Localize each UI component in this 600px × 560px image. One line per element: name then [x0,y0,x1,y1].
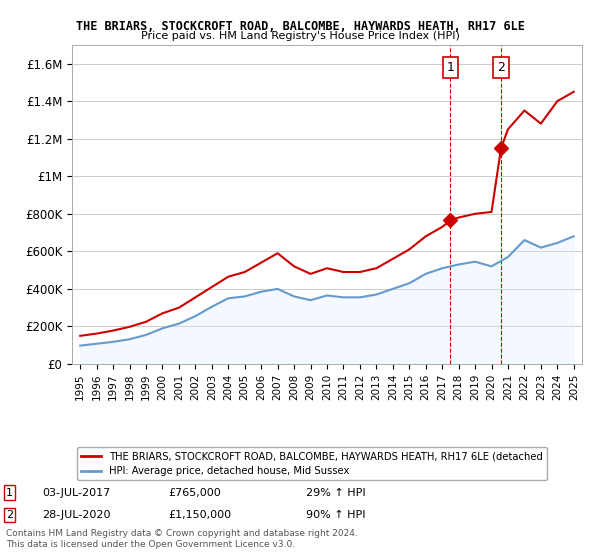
Text: 1: 1 [6,488,13,498]
Text: 29% ↑ HPI: 29% ↑ HPI [306,488,365,498]
Text: Contains HM Land Registry data © Crown copyright and database right 2024.
This d: Contains HM Land Registry data © Crown c… [6,529,358,549]
Text: £765,000: £765,000 [168,488,221,498]
Text: THE BRIARS, STOCKCROFT ROAD, BALCOMBE, HAYWARDS HEATH, RH17 6LE: THE BRIARS, STOCKCROFT ROAD, BALCOMBE, H… [76,20,524,32]
Text: Price paid vs. HM Land Registry's House Price Index (HPI): Price paid vs. HM Land Registry's House … [140,31,460,41]
Text: 2: 2 [497,61,505,74]
Legend: THE BRIARS, STOCKCROFT ROAD, BALCOMBE, HAYWARDS HEATH, RH17 6LE (detached, HPI: : THE BRIARS, STOCKCROFT ROAD, BALCOMBE, H… [77,447,547,480]
Text: 90% ↑ HPI: 90% ↑ HPI [306,510,365,520]
Text: 28-JUL-2020: 28-JUL-2020 [42,510,110,520]
Text: £1,150,000: £1,150,000 [168,510,231,520]
Text: 1: 1 [446,61,454,74]
Text: 2: 2 [6,510,13,520]
Text: 03-JUL-2017: 03-JUL-2017 [42,488,110,498]
